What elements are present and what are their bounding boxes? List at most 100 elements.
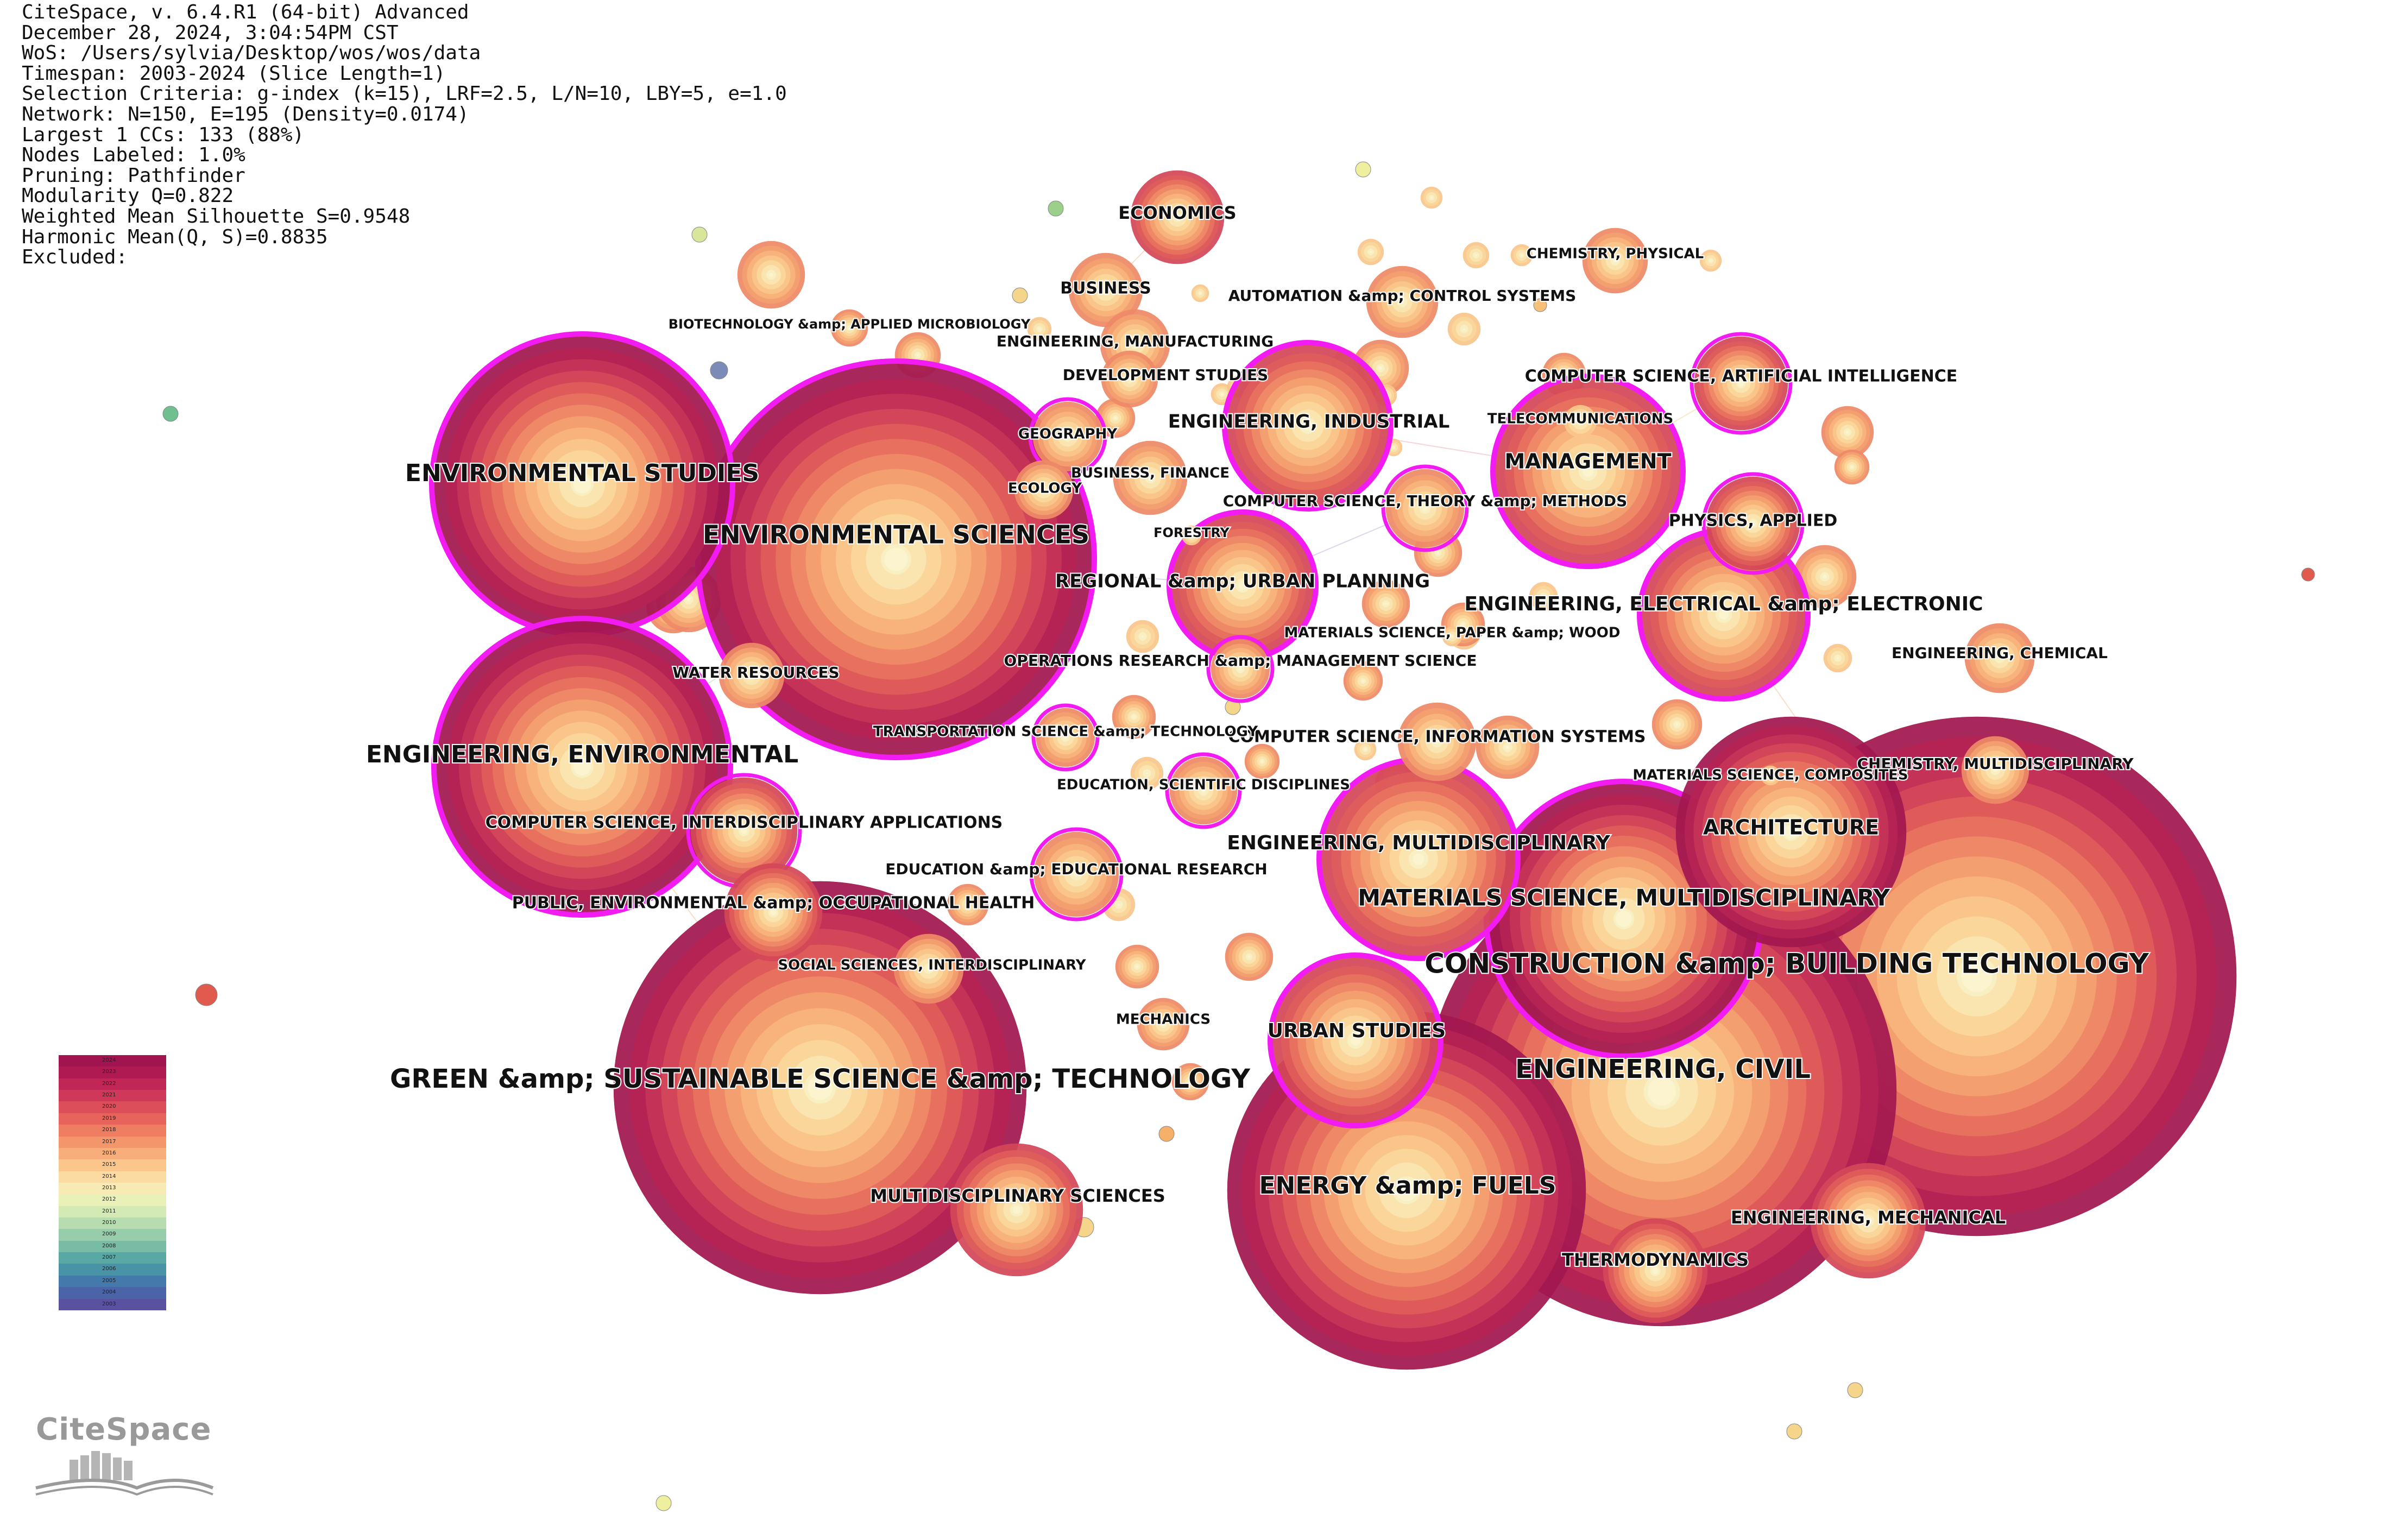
info-timespan: Timespan: 2003-2024 (Slice Length=1) [22, 62, 446, 85]
network-node[interactable] [1361, 579, 1410, 628]
network-node[interactable] [1357, 238, 1384, 266]
legend-swatch-2015: 2015 [59, 1159, 166, 1171]
network-node[interactable] [1012, 287, 1028, 304]
network-node[interactable] [162, 406, 179, 422]
network-node[interactable] [1793, 545, 1857, 609]
citespace-logo: CiteSpace [34, 1412, 218, 1499]
network-node[interactable] [1115, 944, 1159, 989]
network-node[interactable] [1355, 161, 1371, 178]
node-environmental-studies[interactable] [429, 331, 735, 638]
network-node[interactable] [1171, 1063, 1209, 1101]
network-node[interactable] [1027, 317, 1052, 342]
node-engineering-chemical[interactable] [1964, 623, 2035, 693]
node-engineering-multidisciplinary[interactable] [1316, 757, 1521, 961]
network-node[interactable] [1244, 743, 1280, 779]
node-water-resources[interactable] [718, 642, 785, 709]
node-multidisciplinary-sciences[interactable] [950, 1143, 1083, 1277]
label-mechanics: MECHANICS [1116, 1012, 1211, 1028]
node-computer-science-theory-and-methods[interactable] [1381, 464, 1469, 552]
network-node[interactable] [1343, 661, 1383, 701]
node-materials-science-composites[interactable] [1760, 765, 1781, 786]
node-environmental-sciences[interactable] [695, 358, 1097, 760]
node-geography[interactable] [1028, 397, 1107, 476]
node-business-finance[interactable] [1113, 440, 1188, 515]
node-computer-science-artificial-intelligence[interactable] [1690, 332, 1793, 435]
network-node[interactable] [655, 1495, 672, 1511]
network-node[interactable] [1699, 249, 1722, 272]
network-node[interactable] [1463, 242, 1490, 269]
node-engineering-electrical-and-electronic[interactable] [1637, 528, 1811, 702]
network-node[interactable] [1529, 582, 1558, 611]
network-node[interactable] [2301, 567, 2315, 582]
network-node[interactable] [691, 226, 708, 243]
node-green-and-sustainable-science-and-technology[interactable] [613, 881, 1027, 1295]
node-telecommunications[interactable] [1564, 405, 1597, 438]
node-engineering-environmental[interactable] [431, 616, 733, 918]
label-business-finance: BUSINESS, FINANCE [1071, 465, 1230, 482]
node-materials-science-paper-and-wood[interactable] [1442, 626, 1463, 647]
node-chemistry-physical[interactable] [1582, 228, 1648, 294]
network-node[interactable] [1786, 1423, 1802, 1440]
node-computer-science-interdisciplinary-applications[interactable] [686, 773, 802, 889]
network-node[interactable] [947, 884, 989, 926]
network-node[interactable] [1420, 186, 1443, 209]
node-management[interactable] [1490, 374, 1686, 569]
node-urban-studies[interactable] [1268, 952, 1443, 1128]
network-node[interactable] [1510, 244, 1533, 267]
label-automation-and-control-systems: AUTOMATION &amp; CONTROL SYSTEMS [1228, 287, 1577, 305]
node-operations-research-and-management-science[interactable] [1206, 635, 1275, 703]
network-node[interactable] [1130, 756, 1164, 790]
node-transportation-science-and-technology[interactable] [1031, 703, 1100, 772]
node-ecology[interactable] [1014, 460, 1074, 520]
network-node[interactable] [1823, 643, 1852, 673]
node-development-studies[interactable] [1101, 350, 1158, 408]
node-forestry[interactable] [1181, 525, 1202, 546]
node-public-environmental-and-occupational-health[interactable] [724, 863, 823, 962]
network-node[interactable] [1352, 339, 1409, 397]
network-node[interactable] [1447, 312, 1481, 346]
network-node[interactable] [195, 983, 218, 1006]
node-economics[interactable] [1130, 170, 1225, 264]
node-physics-applied[interactable] [1701, 472, 1805, 575]
network-node[interactable] [1651, 699, 1703, 750]
legend-swatch-2013: 2013 [59, 1182, 166, 1195]
network-node[interactable] [737, 241, 805, 309]
node-engineering-industrial[interactable] [1222, 340, 1394, 512]
label-education-and-educational-research: EDUCATION &amp; EDUCATIONAL RESEARCH [885, 860, 1268, 878]
network-node[interactable] [1821, 406, 1874, 459]
node-biotechnology-and-applied-microbiology[interactable] [830, 309, 868, 347]
node-thermodynamics[interactable] [1603, 1218, 1708, 1323]
node-education-and-educational-research[interactable] [1029, 827, 1124, 922]
label-materials-science-multidisciplinary: MATERIALS SCIENCE, MULTIDISCIPLINARY [1358, 885, 1890, 911]
network-node[interactable] [1048, 200, 1064, 217]
node-social-sciences-interdisciplinary[interactable] [893, 933, 964, 1004]
node-education-scientific-disciplines[interactable] [1165, 752, 1242, 829]
node-engineering-mechanical[interactable] [1810, 1163, 1926, 1279]
legend-swatch-2007: 2007 [59, 1252, 166, 1264]
network-node[interactable] [1225, 932, 1274, 981]
network-node[interactable] [1158, 1126, 1175, 1142]
network-node[interactable] [1834, 449, 1870, 485]
network-node[interactable] [1354, 738, 1377, 761]
node-architecture[interactable] [1675, 716, 1907, 948]
network-node[interactable] [1191, 284, 1209, 302]
network-node[interactable] [710, 361, 728, 380]
network-node[interactable] [1847, 1382, 1863, 1398]
node-chemistry-multidisciplinary[interactable] [1961, 736, 2029, 804]
network-node[interactable] [1112, 695, 1156, 739]
label-computer-science-interdisciplinary-applications: COMPUTER SCIENCE, INTERDISCIPLINARY APPL… [486, 813, 1003, 832]
node-automation-and-control-systems[interactable] [1366, 266, 1439, 338]
label-engineering-mechanical: ENGINEERING, MECHANICAL [1731, 1207, 2006, 1228]
label-management: MANAGEMENT [1504, 450, 1671, 474]
legend-swatch-2008: 2008 [59, 1240, 166, 1253]
node-computer-science-information-systems[interactable] [1397, 702, 1477, 781]
node-regional-and-urban-planning[interactable] [1167, 509, 1319, 661]
node-business[interactable] [1068, 253, 1143, 327]
label-materials-science-composites: MATERIALS SCIENCE, COMPOSITES [1632, 767, 1908, 784]
logo-wordmark: CiteSpace [36, 1412, 212, 1447]
network-node[interactable] [1126, 620, 1159, 653]
node-mechanics[interactable] [1137, 998, 1190, 1051]
network-node[interactable] [1533, 298, 1547, 312]
network-node[interactable] [1476, 715, 1540, 779]
